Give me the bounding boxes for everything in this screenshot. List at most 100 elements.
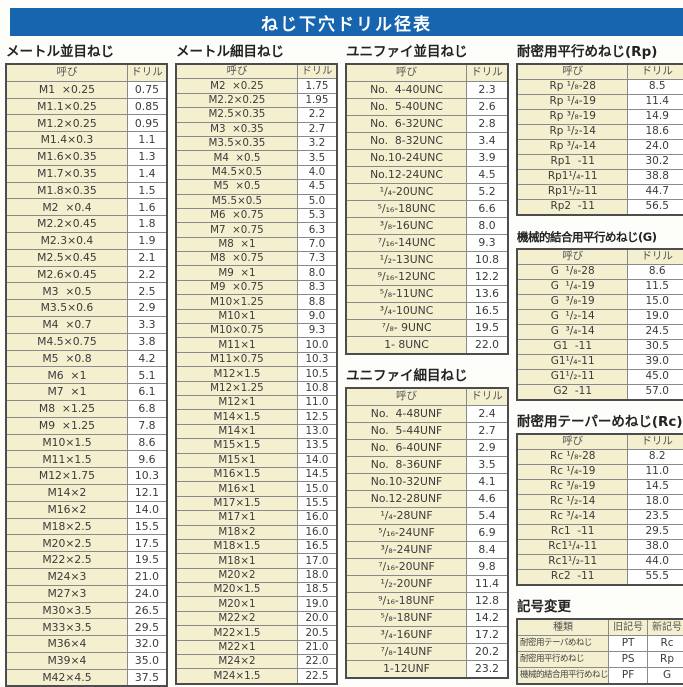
drill-value-cell: 11.0 bbox=[296, 394, 338, 411]
thread-name-cell: M2.5×0.35 bbox=[175, 107, 298, 123]
drill-value-cell: 56.5 bbox=[627, 199, 683, 216]
drill-value-cell: 35.0 bbox=[126, 651, 168, 670]
drill-value-cell: 6.3 bbox=[296, 222, 338, 238]
table-row: No. 4-40UNC 2.3 bbox=[345, 81, 509, 99]
drill-value-cell: 7.3 bbox=[296, 251, 338, 267]
drill-value-cell: 16.5 bbox=[466, 302, 509, 320]
thread-name-cell: M20×2.5 bbox=[5, 534, 128, 553]
table-row: ⁷/₈-14UNF 20.2 bbox=[345, 643, 509, 661]
thread-name-cell: No. 6-40UNF bbox=[345, 439, 468, 457]
table-row: ¹/₄-28UNF 5.4 bbox=[345, 507, 509, 525]
table-row: 1-12UNF 23.2 bbox=[345, 660, 509, 679]
drill-value-cell: 29.5 bbox=[126, 618, 168, 637]
drill-value-cell: 3.2 bbox=[296, 135, 338, 152]
table-row: M18×1.5 16.5 bbox=[175, 538, 338, 555]
column-header-name: 呼び bbox=[345, 387, 468, 406]
drill-value-cell: 9.0 bbox=[296, 308, 338, 325]
drill-value-cell: 23.5 bbox=[627, 509, 683, 525]
thread-name-cell: G ¹/₈-28 bbox=[516, 264, 629, 280]
table-row: M18×2.5 15.5 bbox=[5, 517, 168, 536]
drill-value-cell: 2.2 bbox=[296, 107, 338, 123]
table-row: M1.2×0.25 0.95 bbox=[5, 114, 168, 133]
drill-value-cell: 10.0 bbox=[296, 337, 338, 353]
drill-value-cell: 3.8 bbox=[126, 332, 168, 351]
metric-coarse-table: 呼び ドリル M1 ×0.25 0.75 M1.1×0.25 0.85 M1.2×0.2… bbox=[5, 63, 168, 687]
thread-name-cell: M2.5×0.45 bbox=[5, 248, 128, 267]
drill-value-cell: 12.1 bbox=[126, 483, 168, 502]
drill-value-cell: 19.5 bbox=[466, 319, 509, 337]
drill-value-cell: 17.5 bbox=[126, 534, 168, 553]
table-row: M20×2 18.0 bbox=[175, 567, 338, 584]
column-header-kind: 種類 bbox=[516, 618, 610, 636]
thread-name-cell: M8 ×1.25 bbox=[5, 399, 128, 418]
header-row: 呼び ドリル bbox=[175, 63, 338, 80]
thread-name-cell: 耐密用平行めねじ bbox=[516, 651, 610, 668]
drill-value-cell: 22.0 bbox=[296, 654, 338, 670]
drill-value-cell: 18.0 bbox=[296, 567, 338, 584]
thread-name-cell: M22×2 bbox=[175, 610, 298, 627]
drill-value-cell: 14.0 bbox=[126, 500, 168, 519]
table-row: Rp2 -11 56.5 bbox=[516, 199, 683, 216]
drill-value-cell: 6.9 bbox=[466, 524, 509, 542]
table-row: M10×1 9.0 bbox=[175, 308, 338, 325]
table-row: Rc1¹/₂-11 44.0 bbox=[516, 554, 683, 570]
drill-value-cell: 11.0 bbox=[627, 464, 683, 480]
thread-name-cell: Rp2 -11 bbox=[516, 199, 629, 216]
thread-name-cell: M16×1 bbox=[175, 481, 298, 497]
drill-value-cell: 11.4 bbox=[466, 575, 509, 593]
table-row: 耐密用平行めねじ PS Rp bbox=[516, 651, 683, 668]
table-row: Rc2 -11 55.5 bbox=[516, 569, 683, 586]
table-row: M15×1 14.0 bbox=[175, 452, 338, 468]
thread-name-cell: 1- 8UNC bbox=[345, 336, 468, 355]
drill-value-cell: 5.2 bbox=[466, 183, 509, 201]
table-row: M4.5×0.75 3.8 bbox=[5, 332, 168, 351]
table-row: No. 6-40UNF 2.9 bbox=[345, 439, 509, 457]
drill-value-cell: PF bbox=[608, 667, 649, 685]
drill-value-cell: 3.5 bbox=[296, 150, 338, 166]
thread-name-cell: Rc ¹/₂-14 bbox=[516, 494, 629, 510]
thread-name-cell: Rc ¹/₄-19 bbox=[516, 464, 629, 480]
table-row: ³/₈-24UNF 8.4 bbox=[345, 541, 509, 559]
drill-value-cell: 17.2 bbox=[466, 626, 509, 644]
table-row: M1.1×0.25 0.85 bbox=[5, 97, 168, 116]
drill-value-cell: 6.8 bbox=[126, 399, 168, 418]
table-row: 機械的結合用平行めねじ PF G bbox=[516, 667, 683, 685]
drill-value-cell: 22.0 bbox=[466, 336, 509, 355]
thread-name-cell: M9 ×1 bbox=[175, 265, 298, 281]
thread-name-cell: ⁷/₁₆-20UNF bbox=[345, 558, 468, 576]
table-row: M20×2.5 17.5 bbox=[5, 534, 168, 553]
drill-value-cell: 19.5 bbox=[126, 551, 168, 569]
section-title-rc: 耐密用テーパーめねじ(Rc) bbox=[517, 414, 683, 430]
table-row: No. 5-44UNF 2.7 bbox=[345, 422, 509, 440]
drill-value-cell: 14.5 bbox=[627, 479, 683, 495]
drill-value-cell: 29.5 bbox=[627, 524, 683, 540]
table-row: M2.5×0.35 2.2 bbox=[175, 107, 338, 123]
thread-name-cell: M2 ×0.25 bbox=[175, 78, 298, 94]
drill-value-cell: 39.0 bbox=[627, 354, 683, 370]
thread-name-cell: Rp1 -11 bbox=[516, 154, 629, 170]
drill-value-cell: 7.0 bbox=[296, 236, 338, 253]
table-row: M22×2 20.0 bbox=[175, 610, 338, 627]
drill-value-cell: 8.2 bbox=[627, 449, 683, 465]
drill-value-cell: 2.7 bbox=[466, 422, 509, 440]
table-row: Rc ¹/₂-14 18.0 bbox=[516, 494, 683, 510]
rp-table: 呼び ドリル Rp ¹/₈-28 8.5 Rp ¹/₄-19 11.4 Rp ³/₈-1… bbox=[516, 63, 683, 216]
thread-name-cell: Rc ³/₄-14 bbox=[516, 509, 629, 525]
drill-value-cell: 19.0 bbox=[627, 309, 683, 325]
thread-name-cell: No. 5-44UNF bbox=[345, 422, 468, 440]
drill-value-cell: 1.75 bbox=[296, 78, 338, 94]
drill-value-cell: 12.8 bbox=[466, 592, 509, 610]
thread-name-cell: M20×2 bbox=[175, 567, 298, 584]
thread-name-cell: Rp1¹/₂-11 bbox=[516, 184, 629, 200]
thread-name-cell: 耐密用テーパめねじ bbox=[516, 635, 610, 652]
thread-name-cell: M33×3.5 bbox=[5, 618, 128, 637]
thread-name-cell: M5.5×0.5 bbox=[175, 193, 298, 209]
table-row: Rc1 -11 29.5 bbox=[516, 524, 683, 540]
thread-name-cell: M14×2 bbox=[5, 483, 128, 502]
drill-value-cell: 1.5 bbox=[126, 181, 168, 200]
drill-value-cell: 24.5 bbox=[627, 324, 683, 340]
thread-name-cell: M2.2×0.25 bbox=[175, 92, 298, 109]
drill-value-cell: 24.0 bbox=[126, 584, 168, 603]
table-row: G2 -11 57.0 bbox=[516, 384, 683, 401]
table-row: M10×0.75 9.3 bbox=[175, 323, 338, 339]
